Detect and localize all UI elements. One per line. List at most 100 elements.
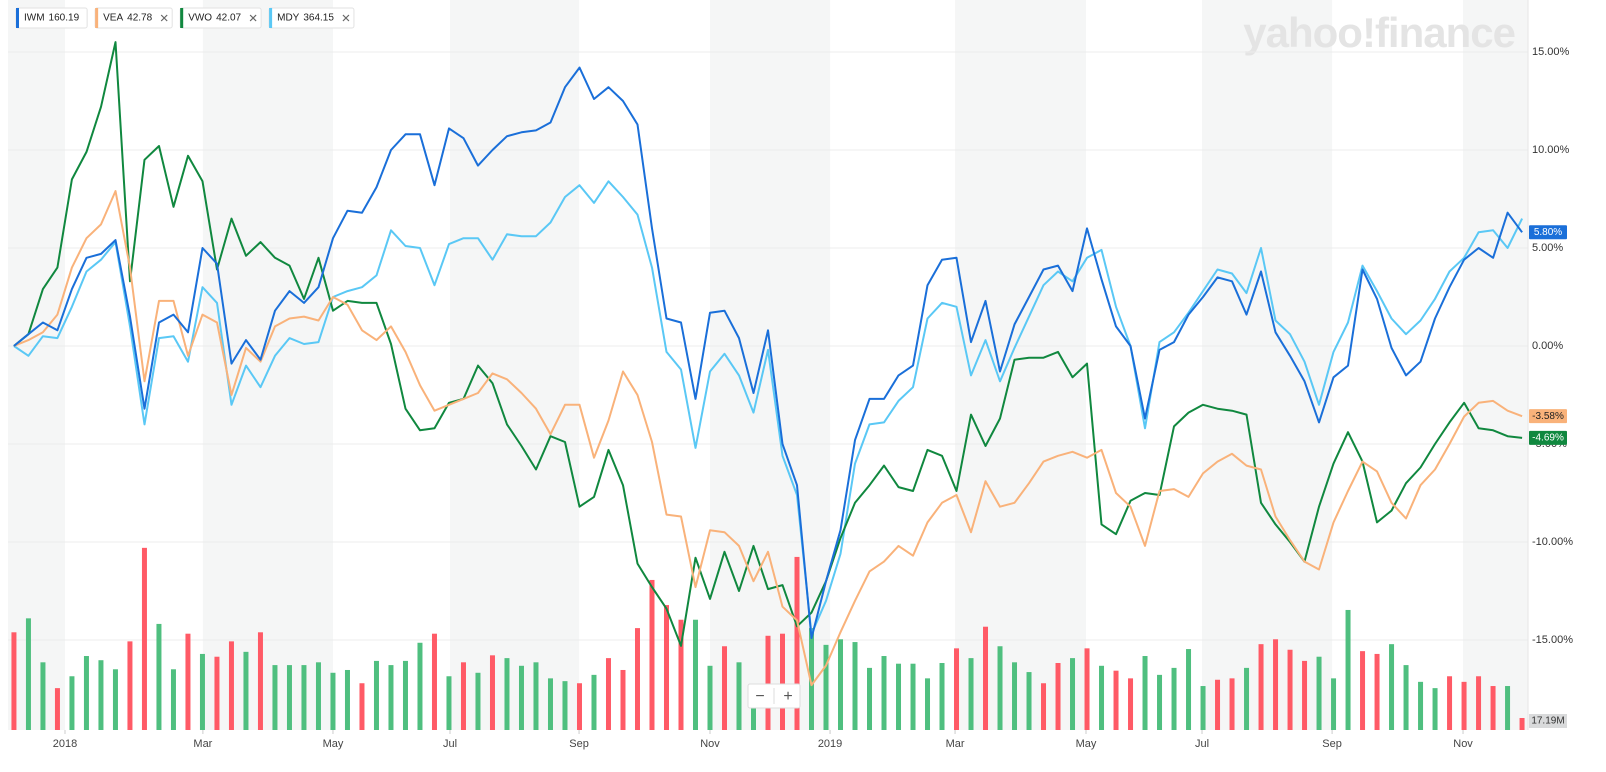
volume-bar [330,672,336,730]
legend-close[interactable] [160,14,168,22]
volume-bar [1099,665,1105,730]
y-tick-label: 10.00% [1532,144,1570,156]
legend-item[interactable]: MDY 364.15 [268,7,355,29]
volume-bar [692,619,698,730]
volume-bar [228,641,234,730]
lines [13,41,1523,687]
legend-name: IWM [24,13,45,24]
volume-label: 17.19M [1531,716,1564,727]
volume-bar [170,669,176,730]
volume-bar [11,632,17,730]
volume-bar [881,656,887,730]
y-tick-label: 5.00% [1532,242,1563,254]
volume-bar [460,662,466,730]
volume-bar [489,655,495,730]
volume-bar [1200,686,1206,730]
volume-bar [968,658,974,730]
volume-bar [1113,670,1119,730]
volume-bar [939,663,945,730]
volume-bar [1186,649,1192,730]
x-tick-label: Sep [1322,738,1342,750]
volume-bar [417,642,423,730]
volume-bar [98,660,104,730]
volume-bar [765,635,771,730]
end-label-box [1529,409,1567,424]
volume-bar [83,656,89,730]
band [202,0,333,730]
month-bands [8,0,1528,730]
legend-swatch [16,8,19,28]
end-label: 5.80% [1534,227,1562,238]
volume-bar [1461,681,1467,730]
volume-bar [518,665,524,730]
legend-swatch [269,8,273,28]
legend-item[interactable]: VEA 42.78 [94,7,173,29]
legend-close[interactable] [342,14,350,22]
volume-bar [867,667,873,730]
volume-bar [576,683,582,730]
legend-close[interactable] [249,14,257,22]
series-line [13,41,1523,647]
legend-swatch [95,8,99,28]
volume-bar [156,623,162,730]
zoom-out[interactable]: − [755,688,764,705]
volume-label-box [1529,714,1567,728]
volume-bar [663,605,669,730]
volume-bar [243,651,249,730]
volume-bar [141,547,147,730]
legend-name: MDY [277,13,300,24]
volume-bar [1519,718,1525,730]
volume-bar [1302,660,1308,730]
volume-bar [896,663,902,730]
volume-bar [562,681,568,730]
volume-bar [1041,683,1047,730]
volume-bar [721,646,727,730]
band [1202,0,1333,730]
volume-bar [736,662,742,730]
volume-bar [707,665,713,730]
volume-bar [983,626,989,730]
series-line [13,66,1523,640]
volume-bar [272,665,278,730]
end-label: -3.58% [1532,411,1564,422]
volume-bar [315,662,321,730]
volume-bar [127,641,133,730]
zoom-in[interactable]: + [783,688,792,705]
volume-bar [1215,679,1221,730]
volume-bar [185,633,191,730]
band [955,0,1087,730]
volume-bar [54,688,60,730]
legend-name: VEA [103,13,123,24]
volume-bar [1128,678,1134,730]
volume-bar [620,669,626,730]
volume-bars [11,547,1525,730]
watermark: yahoo!finance [1243,9,1515,56]
volume-bar [214,656,220,730]
volume-bar [1374,653,1380,730]
volume-bar [1084,648,1090,730]
volume-bar [605,658,611,730]
x-tick-label: Mar [193,738,212,750]
volume-bar [925,678,931,730]
x-tick-label: 2018 [53,738,77,750]
volume-bar [750,699,756,730]
volume-bar [431,633,437,730]
x-tick-label: 2019 [818,738,842,750]
volume-bar [1316,656,1322,730]
volume-bar [69,676,75,730]
volume-bar [533,662,539,730]
series-line [13,180,1523,636]
volume-bar [359,683,365,730]
end-label-box [1529,225,1567,240]
legend: IWM 160.19 VEA 42.78 VWO 42.07 MDY 364.15 [15,7,355,29]
volume-bar [1505,686,1511,730]
legend-item[interactable]: IWM 160.19 [15,7,88,29]
volume-bar [1171,667,1177,730]
legend-price: 42.78 [127,13,152,24]
series-line [13,190,1523,687]
volume-bar [634,628,640,730]
volume-bar [649,579,655,730]
x-tick-label: Nov [1453,738,1473,750]
volume-bar [794,556,800,730]
legend-item[interactable]: VWO 42.07 [179,7,262,29]
